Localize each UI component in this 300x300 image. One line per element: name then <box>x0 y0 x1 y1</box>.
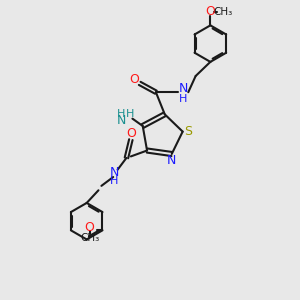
Text: N: N <box>110 166 119 179</box>
Text: O: O <box>129 73 139 86</box>
Text: H: H <box>110 176 118 186</box>
Text: N: N <box>167 154 176 167</box>
Text: H: H <box>126 109 134 118</box>
Text: H: H <box>117 109 125 118</box>
Text: CH₃: CH₃ <box>80 233 99 243</box>
Text: N: N <box>116 114 126 127</box>
Text: O: O <box>85 221 94 234</box>
Text: O: O <box>126 127 136 140</box>
Text: S: S <box>184 125 192 138</box>
Text: H: H <box>179 94 188 104</box>
Text: N: N <box>178 82 188 95</box>
Text: O: O <box>206 5 215 18</box>
Text: CH₃: CH₃ <box>213 7 233 17</box>
